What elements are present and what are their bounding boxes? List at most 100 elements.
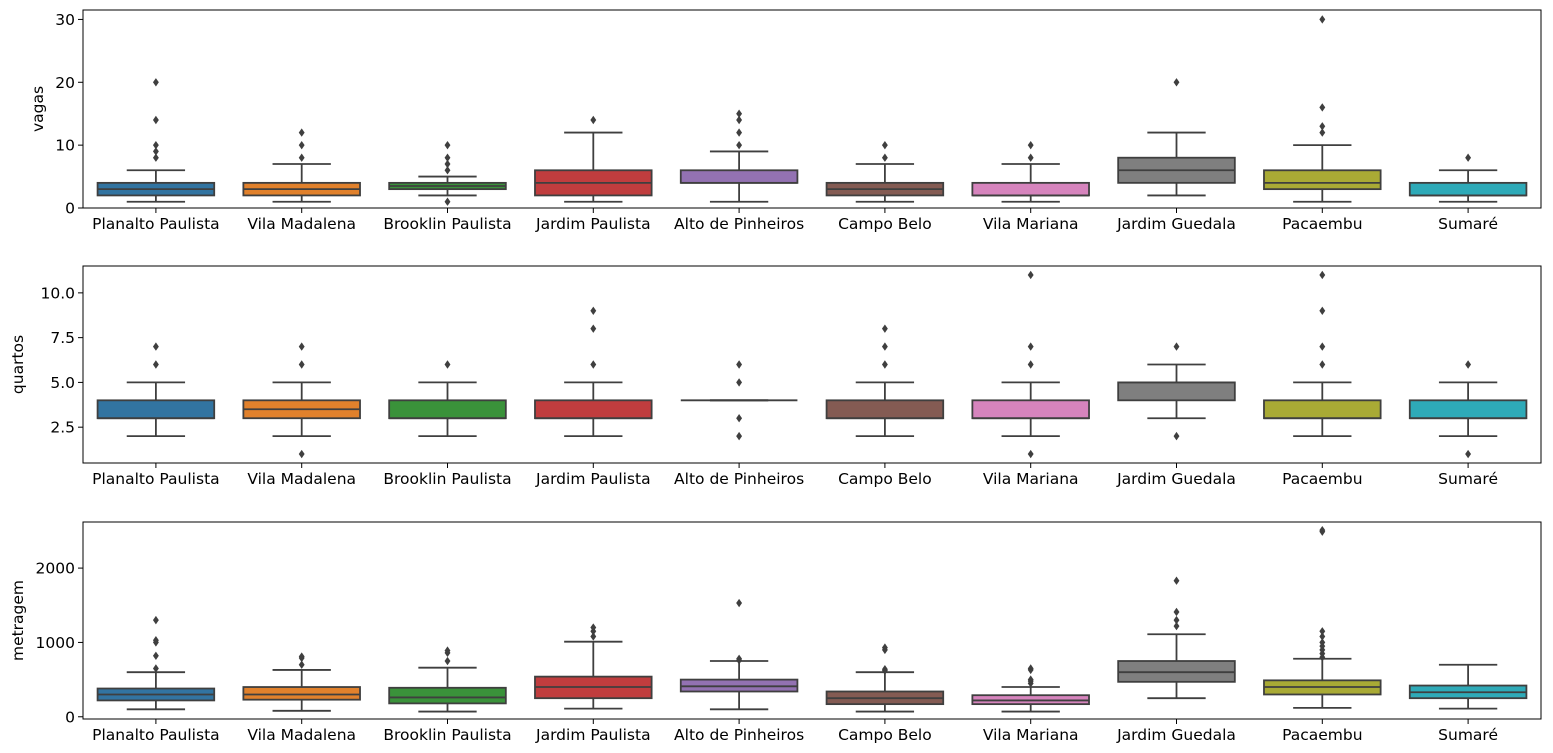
boxplot-2 (388, 140, 507, 206)
x-tick-label: Jardim Paulista (535, 470, 651, 488)
boxplot-1 (242, 128, 361, 203)
x-tick-label: Vila Mariana (983, 726, 1079, 744)
x-tick-label: Jardim Guedala (1116, 470, 1236, 488)
chart-panel-1: 2.5 5.0 7.5 10.0 Planalto Paulista Vila Madal… (9, 265, 1542, 488)
boxplot-8 (1263, 270, 1382, 438)
x-tick-label: Alto de Pinheiros (674, 215, 804, 233)
outlier-point (1319, 15, 1326, 24)
box-iqr (1263, 169, 1382, 191)
boxplot-9 (1408, 153, 1528, 203)
y-axis-label: quartos (9, 335, 27, 394)
outlier-point (1027, 140, 1034, 150)
outlier-point (298, 652, 305, 661)
outlier-point (444, 656, 451, 666)
outlier-point (1027, 360, 1034, 369)
x-tick-label: Jardim Guedala (1116, 215, 1236, 233)
x-tick-label: Vila Mariana (983, 215, 1079, 233)
outlier-point (881, 360, 888, 369)
y-tick-label: 10.0 (40, 284, 75, 302)
boxplot-2 (388, 360, 507, 438)
x-tick-label: Alto de Pinheiros (674, 470, 804, 488)
x-tick-label: Planalto Paulista (92, 726, 220, 744)
x-tick-label: Brooklin Paulista (383, 726, 511, 744)
outlier-point (881, 664, 888, 674)
outlier-point (298, 140, 305, 150)
outlier-point (590, 306, 597, 315)
outlier-point (1319, 525, 1326, 535)
outlier-point (881, 140, 888, 150)
y-tick-label: 5.0 (50, 374, 75, 392)
boxplot-3 (534, 115, 653, 203)
y-tick-label: 0 (65, 200, 75, 218)
box-iqr (96, 399, 216, 420)
box-iqr (534, 399, 653, 420)
outlier-point (1173, 607, 1180, 617)
outlier-point (1319, 122, 1326, 131)
boxplot-0 (96, 615, 216, 711)
outlier-point (1027, 664, 1034, 673)
y-tick-label: 7.5 (50, 329, 75, 347)
x-tick-label: Campo Belo (838, 470, 932, 488)
x-tick-label: Vila Mariana (983, 470, 1079, 488)
x-tick-label: Pacaembu (1282, 470, 1362, 488)
box-iqr (1117, 381, 1236, 402)
y-axis-label: vagas (29, 86, 47, 132)
box-iqr (388, 399, 507, 420)
outlier-point (298, 660, 305, 669)
x-tick-label: Sumaré (1438, 470, 1498, 488)
boxplot-6 (971, 140, 1090, 203)
outlier-point (152, 651, 159, 661)
boxplot-8 (1263, 525, 1382, 709)
x-tick-label: Vila Madalena (247, 726, 356, 744)
outlier-point (1319, 103, 1326, 112)
chart-panel-2: 0 1000 2000 Planalto Paulista Vila Madalena B… (9, 521, 1542, 744)
outlier-point (736, 414, 743, 423)
outlier-point (444, 360, 451, 369)
outlier-point (736, 109, 743, 118)
boxplot-6 (971, 664, 1090, 713)
box-iqr (1408, 181, 1528, 197)
outlier-point (1319, 638, 1326, 647)
outlier-point (1173, 342, 1180, 351)
outlier-point (736, 431, 743, 441)
y-tick-label: 2000 (36, 560, 75, 578)
x-tick-label: Alto de Pinheiros (674, 726, 804, 744)
x-tick-label: Brooklin Paulista (383, 215, 511, 233)
outlier-point (1027, 270, 1034, 280)
outlier-point (881, 153, 888, 162)
boxplot-4 (680, 360, 798, 441)
outlier-point (152, 342, 159, 351)
outlier-point (736, 128, 743, 137)
boxplot-3 (534, 306, 653, 438)
outlier-point (444, 140, 451, 150)
boxplot-0 (96, 342, 216, 438)
boxplot-2 (388, 646, 507, 713)
outlier-point (1173, 621, 1180, 631)
outlier-point (298, 360, 305, 369)
outlier-point (152, 664, 159, 673)
outlier-point (1173, 576, 1180, 585)
outlier-point (152, 360, 159, 369)
outlier-point (1027, 449, 1034, 459)
outlier-point (590, 623, 597, 632)
outlier-point (152, 115, 159, 125)
outlier-point (1319, 306, 1326, 315)
outlier-point (736, 140, 743, 150)
outlier-point (152, 140, 159, 150)
x-tick-label: Campo Belo (838, 726, 932, 744)
boxplot-5 (825, 140, 945, 203)
boxplot-9 (1408, 360, 1528, 459)
x-tick-label: Jardim Guedala (1116, 726, 1236, 744)
outlier-point (736, 115, 743, 125)
outlier-point (1173, 78, 1180, 87)
outlier-point (590, 115, 597, 125)
boxplot-4 (679, 109, 799, 203)
box-iqr (388, 686, 507, 705)
y-tick-label: 2.5 (50, 419, 75, 437)
box-iqr (242, 686, 361, 701)
outlier-point (1465, 449, 1472, 459)
outlier-point (152, 636, 159, 645)
outlier-point (590, 360, 597, 369)
outlier-point (1319, 632, 1326, 641)
axes-frame (82, 521, 1542, 720)
